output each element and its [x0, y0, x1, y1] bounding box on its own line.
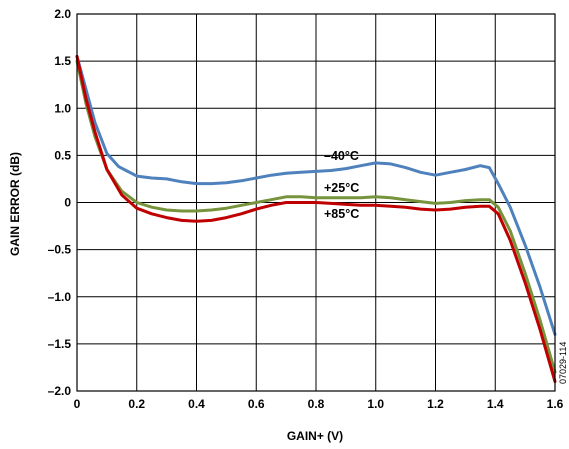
x-tick-label: 0.4 [188, 397, 205, 411]
series-label-minus40c: –40°C [324, 149, 359, 163]
y-tick-label: –1.0 [48, 290, 72, 304]
y-tick-label: 2.0 [54, 7, 71, 21]
y-tick-label: –1.5 [48, 337, 72, 351]
series-label-plus85c: +85°C [324, 207, 359, 221]
series-labels: –40°C +25°C +85°C [324, 149, 359, 221]
series-line-minus40c [75, 54, 557, 336]
series-label-plus25c: +25°C [324, 181, 359, 195]
series-layer [75, 54, 557, 384]
y-axis-title: GAIN ERROR (dB) [8, 152, 22, 256]
y-tick-label: –2.0 [48, 384, 72, 398]
series-line-plus85c [75, 54, 557, 384]
x-tick-label: 1.6 [547, 397, 564, 411]
y-tick-label: 0.5 [54, 148, 71, 162]
figure-id: 07029-114 [558, 342, 568, 384]
y-tick-label: –0.5 [48, 243, 72, 257]
x-tick-label: 1.0 [367, 397, 384, 411]
y-tick-label: 0 [64, 196, 71, 210]
x-tick-label: 0.8 [308, 397, 325, 411]
series-line-plus25c [75, 59, 557, 374]
x-tick-label: 0 [74, 397, 81, 411]
x-tick-label: 0.6 [248, 397, 265, 411]
x-tick-label: 1.4 [487, 397, 504, 411]
x-axis-title: GAIN+ (V) [287, 429, 343, 443]
plot-frame [76, 13, 556, 392]
tick-labels: 0 0.2 0.4 0.6 0.8 1.0 1.2 1.4 1.6 –2.0 –1.5 –1.0 –0.… [48, 7, 564, 411]
x-tick-label: 0.2 [128, 397, 145, 411]
x-tick-label: 1.2 [427, 397, 444, 411]
y-tick-label: 1.0 [54, 101, 71, 115]
y-tick-label: 1.5 [54, 54, 71, 68]
